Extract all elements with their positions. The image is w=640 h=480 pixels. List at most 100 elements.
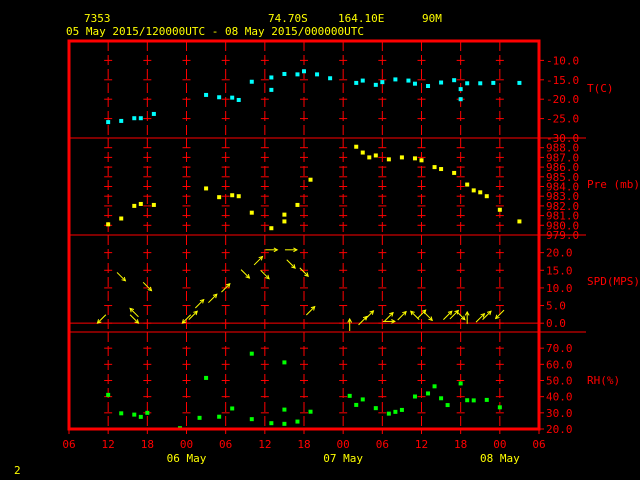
wind-arrow-head [181,319,187,324]
temperature-y-tick-label: -15.0 [546,74,579,87]
wind-arrow-head [369,310,375,315]
humidity-point [282,421,287,426]
wind-arrow-head [454,309,460,315]
wind-arrow [142,281,152,292]
wind-arrow-head [258,255,264,261]
temperature-point [517,80,522,85]
pressure-y-tick-label: 981.0 [546,210,579,223]
wind-arrow-head [480,312,486,318]
temperature-y-tick-label: -20.0 [546,93,579,106]
wind-arrow [482,310,492,320]
latitude: 74.70S [268,12,308,25]
pressure-point [282,212,287,217]
wind-arrow [97,314,107,324]
wind-arrow [286,259,296,269]
humidity-point [497,405,502,410]
wind-arrow-head [310,305,316,311]
wind-arrow [129,308,139,318]
temperature-point [295,72,300,77]
pressure-point [452,170,457,175]
wind-arrow [384,312,394,322]
pressure-point [132,203,137,208]
wind-arrow [358,316,368,326]
x-tick-label: 00 [180,438,193,451]
temperature-point [236,97,241,102]
time-period: 05 May 2015/120000UTC - 08 May 2015/0000… [66,25,364,38]
wind-arrow-head [147,286,153,292]
wind-arrow-head [273,247,279,253]
temperature-point [439,80,444,85]
humidity-point [282,407,287,412]
humidity-point [471,398,476,403]
pressure-point [119,216,124,221]
temperature-point [393,77,398,82]
humidity-point [217,414,222,419]
humidity-y-tick-label: 20.0 [546,423,573,436]
humidity-point [432,384,437,389]
wind-arrow [221,283,231,293]
pressure-point [432,165,437,170]
temperature-point [328,76,333,81]
temperature-axis-label: T(C) [587,82,614,95]
humidity-point [484,397,489,402]
x-tick-label: 12 [415,438,428,451]
wind-arrow [253,256,263,266]
pressure-point [249,210,254,215]
pressure-point [295,202,300,207]
wind-arrow-head [389,311,394,317]
humidity-point [295,419,300,424]
pressure-point [360,150,365,155]
humidity-axis-label: RH(%) [587,374,620,387]
wind-y-tick-label: 10.0 [546,282,573,295]
wind-arrow-head [410,310,415,316]
humidity-point [412,394,417,399]
humidity-point [426,391,431,396]
temperature-point [478,81,483,86]
x-tick-label: 18 [454,438,467,451]
pressure-point [386,157,391,162]
temperature-point [217,95,222,100]
humidity-point [354,402,359,407]
humidity-point [249,417,254,422]
humidity-point [204,375,209,380]
humidity-y-tick-label: 40.0 [546,391,573,404]
pressure-point [354,144,359,149]
wind-arrow [260,269,270,280]
humidity-point [145,410,150,415]
wind-arrow [299,267,309,277]
wind-arrow-head [494,314,500,320]
wind-arrow-head [193,310,198,316]
humidity-point [386,411,391,416]
pressure-y-tick-label: 984.0 [546,181,579,194]
wind-arrow [240,269,250,279]
temperature-point [465,81,470,86]
wind-arrow [305,306,316,316]
pressure-point [517,219,522,224]
humidity-point [439,396,444,401]
temperature-point [269,75,274,80]
x-tick-label: 06 [376,438,389,451]
humidity-y-tick-label: 50.0 [546,375,573,388]
wind-arrow [475,313,485,323]
pressure-point [465,182,470,187]
pressure-y-tick-label: 982.0 [546,200,579,213]
wind-arrow-head [225,282,231,288]
temperature-point [151,111,156,116]
pressure-point [151,202,156,207]
wind-arrow-head [265,274,270,280]
wind-arrow-head [347,317,353,323]
wind-arrow-head [486,310,492,316]
x-tick-label: 06 [62,438,75,451]
humidity-point [119,411,124,416]
temperature-point [360,78,365,83]
x-tick-label: 00 [337,438,350,451]
pressure-point [367,155,372,160]
pressure-point [497,207,502,212]
pressure-y-tick-label: 980.0 [546,219,579,232]
day-label: 07 May [323,452,363,465]
temperature-point [458,97,463,102]
temperature-point [491,80,496,85]
x-tick-label: 12 [102,438,115,451]
station-id: 7353 [84,12,111,25]
